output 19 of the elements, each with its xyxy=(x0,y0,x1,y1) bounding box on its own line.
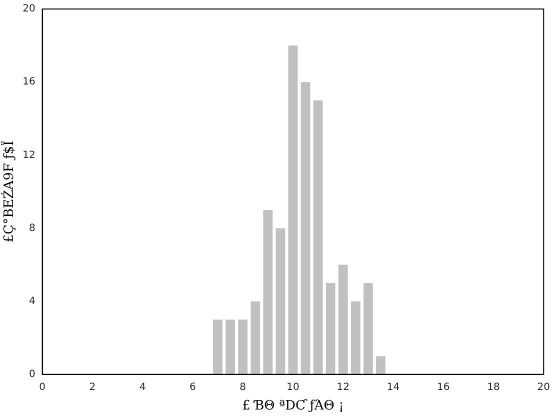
x-tick-label: 8 xyxy=(240,382,246,393)
x-axis-title: £ ƁΘ ªDƇ ƒΆΘ ¡ xyxy=(242,398,344,414)
y-tick-label: 12 xyxy=(22,150,36,161)
x-tick-label: 6 xyxy=(190,382,196,393)
y-tick-label: 4 xyxy=(28,296,36,307)
x-tick-label: 4 xyxy=(139,382,146,393)
x-tick-label: 2 xyxy=(89,382,96,393)
y-tick-label: 8 xyxy=(28,222,36,234)
x-tick-label: 12 xyxy=(336,382,350,393)
y-tick-label: 20 xyxy=(22,4,36,15)
y-tick-label: 0 xyxy=(28,368,36,380)
x-tick-label: 16 xyxy=(437,382,450,393)
x-tick-label: 14 xyxy=(386,382,400,393)
x-tick-label: 10 xyxy=(286,382,300,393)
x-tick-label: 18 xyxy=(487,382,500,393)
y-axis-title: £Ç°BEŹA9F ƒ$Ï xyxy=(0,140,18,243)
y-tick-label: 16 xyxy=(22,76,36,88)
x-tick-label: 0 xyxy=(39,382,46,393)
x-tick-label: 20 xyxy=(537,382,550,393)
